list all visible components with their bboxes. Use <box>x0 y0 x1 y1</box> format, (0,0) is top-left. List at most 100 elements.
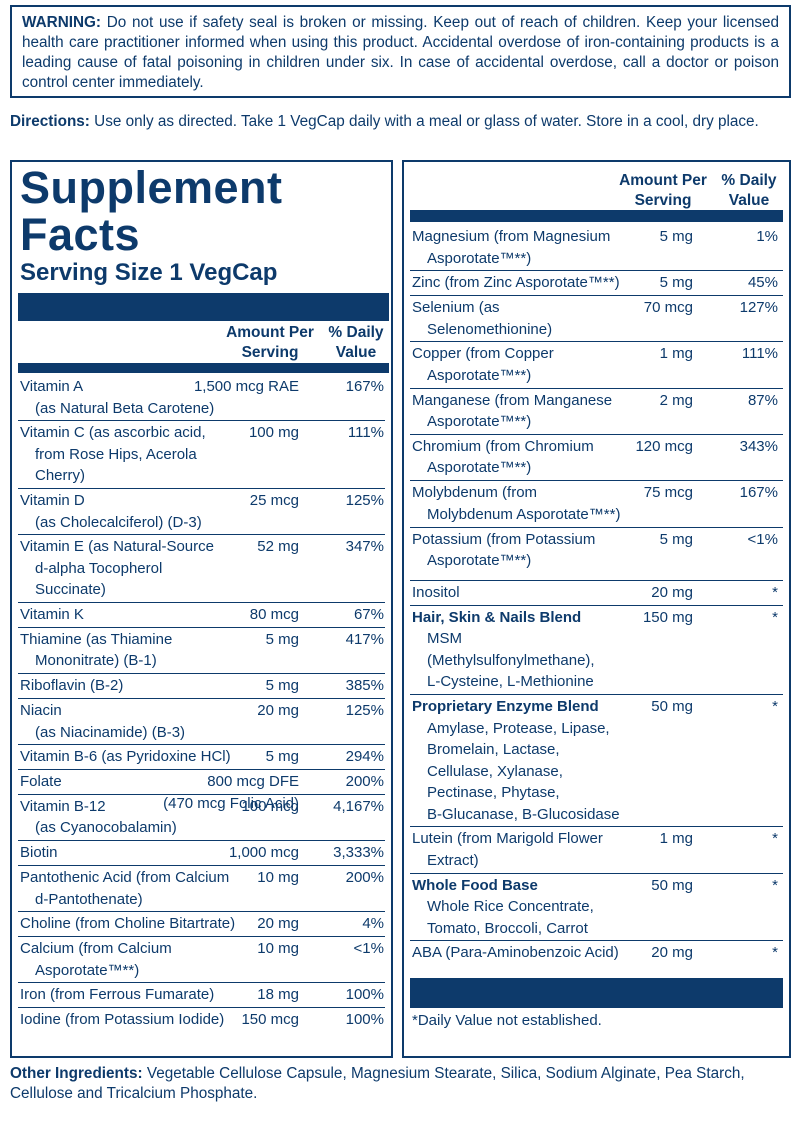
daily-value: 111% <box>741 345 778 363</box>
daily-value: 111% <box>347 424 384 442</box>
amount: 20 mg <box>257 915 299 933</box>
blend-components: Amylase, Protease, Lipase, Bromelain, La… <box>427 719 620 823</box>
directions-label: Directions: <box>10 113 90 130</box>
serving-size: Serving Size 1 VegCap <box>20 259 278 286</box>
nutrient-row: Vitamin D (as Cholecalciferol) (D-3) 25 m… <box>18 489 385 536</box>
daily-value: 347% <box>345 538 384 556</box>
nutrient-row: Calcium (from Calcium Asporotate™**) 10 m… <box>18 937 385 984</box>
nutrient-name: Biotin <box>20 844 58 862</box>
nutrient-name: Vitamin K <box>20 606 84 624</box>
amount: 150 mg <box>642 608 693 626</box>
amount: 25 mcg <box>249 492 299 510</box>
nutrient-row: Manganese (from Manganese Asporotate™**)… <box>410 389 783 435</box>
nutrient-row: Potassium (from Potassium Asporotate™**)… <box>410 528 783 573</box>
amount: 20 mg <box>257 702 299 720</box>
directions-text: Use only as directed. Take 1 VegCap dail… <box>94 113 759 130</box>
daily-value: 4,167% <box>333 797 384 815</box>
daily-value: 4% <box>362 915 384 933</box>
daily-value: 385% <box>345 677 384 695</box>
nutrient-name: Folate <box>20 773 62 791</box>
facts-right-panel: Amount Per Serving % Daily Value Magnesi… <box>402 160 791 1058</box>
thick-rule <box>410 210 783 222</box>
amount: 50 mg <box>651 876 693 894</box>
amount: 100 mcg <box>241 797 299 815</box>
nutrient-name: Vitamin E (as Natural-Source d-alpha Toc… <box>20 538 214 599</box>
amount: 10 mg <box>257 940 299 958</box>
daily-value: 167% <box>345 378 384 395</box>
daily-value: * <box>772 584 778 601</box>
mineral-rows: Magnesium (from Magnesium Asporotate™**)… <box>410 225 783 573</box>
left-rows: Vitamin A (as Natural Beta Carotene) 1,50… <box>18 375 385 1032</box>
daily-value: <1% <box>747 530 778 548</box>
warning-box: WARNING: Do not use if safety seal is br… <box>10 5 791 98</box>
nutrient-row: Selenium (as Selenomethionine) 70 mcg 127% <box>410 296 783 343</box>
blend-components: MSM (Methylsulfonylmethane), L-Cysteine,… <box>427 630 595 691</box>
other-ingredients: Other Ingredients: Vegetable Cellulose C… <box>10 1064 790 1104</box>
nutrient-name: Vitamin A (as Natural Beta Carotene) <box>20 378 215 417</box>
amount: 1 mg <box>659 830 693 848</box>
nutrient-row: Inositol 20 mg * <box>410 581 783 606</box>
amount-header: Amount Per Serving <box>619 172 707 209</box>
amount: 20 mg <box>651 944 693 962</box>
nutrient-row: Biotin 1,000 mcg 3,333% <box>18 841 385 867</box>
nutrient-row: Lutein (from Marigold Flower Extract) 1 m… <box>410 827 783 874</box>
nutrient-name: Manganese (from Manganese Asporotate™**) <box>412 391 613 431</box>
amount: 1,000 mcg <box>228 844 299 862</box>
footnote: *Daily Value not established. <box>412 1012 602 1029</box>
nutrient-row: Thiamine (as Thiamine Mononitrate) (B-1)… <box>18 628 385 675</box>
amount: 80 mcg <box>249 606 299 624</box>
amount-header: Amount Per Serving <box>226 324 314 361</box>
daily-value: 200% <box>345 869 384 887</box>
other-ingredients-label: Other Ingredients: <box>10 1065 143 1082</box>
nutrient-row: Niacin (as Niacinamide) (B-3) 20 mg 125% <box>18 699 385 746</box>
warning: WARNING: Do not use if safety seal is br… <box>22 13 779 93</box>
warning-label: WARNING: <box>22 14 102 31</box>
nutrient-name: Lutein (from Marigold Flower Extract) <box>412 830 603 869</box>
nutrient-row: Iodine (from Potassium Iodide) 150 mcg 100… <box>18 1008 385 1032</box>
daily-value: 294% <box>345 748 384 766</box>
nutrient-row: Vitamin C (as ascorbic acid, from Rose H… <box>18 421 385 490</box>
nutrient-name: Magnesium (from Magnesium Asporotate™**) <box>412 228 611 267</box>
daily-value: * <box>772 608 778 626</box>
dv-header: % Daily Value <box>328 324 384 361</box>
nutrient-name: Vitamin D (as Cholecalciferol) (D-3) <box>20 492 202 531</box>
nutrient-row: Chromium (from Chromium Asporotate™**) 12… <box>410 435 783 482</box>
other-rows: Inositol 20 mg * Hair, Skin & Nails Blend MS… <box>410 580 783 965</box>
daily-value: 100% <box>345 1011 384 1029</box>
facts-left-panel: Supplement Facts Serving Size 1 VegCap A… <box>10 160 393 1058</box>
nutrient-row: Iron (from Ferrous Fumarate) 18 mg 100% <box>18 983 385 1009</box>
nutrient-name: Copper (from Copper Asporotate™**) <box>412 345 554 384</box>
daily-value: * <box>772 944 778 962</box>
nutrient-name: Thiamine (as Thiamine Mononitrate) (B-1) <box>20 630 173 670</box>
nutrient-name: Proprietary Enzyme Blend <box>412 698 599 716</box>
amount: 20 mg <box>651 584 693 601</box>
amount: 50 mg <box>651 698 693 716</box>
nutrient-row: Hair, Skin & Nails Blend MSM (Methylsulfo… <box>410 606 783 696</box>
amount: 5 mg <box>659 228 693 245</box>
nutrient-name: Inositol <box>412 584 460 601</box>
daily-value: <1% <box>353 940 384 958</box>
nutrient-name: Iodine (from Potassium Iodide) <box>20 1011 225 1029</box>
directions: Directions: Use only as directed. Take 1… <box>10 112 790 132</box>
amount: 2 mg <box>659 391 693 409</box>
daily-value: 417% <box>345 630 384 648</box>
nutrient-name: Vitamin B-6 (as Pyridoxine HCl) <box>20 748 231 766</box>
daily-value: 125% <box>345 492 384 510</box>
daily-value: * <box>772 698 778 716</box>
amount: 150 mcg <box>241 1011 299 1029</box>
amount: 800 mcg DFE (470 mcg Folic Acid) <box>163 773 299 812</box>
amount: 1,500 mcg RAE <box>193 378 299 395</box>
nutrient-row: Pantothenic Acid (from Calcium d-Pantoth… <box>18 866 385 913</box>
thick-rule <box>18 363 389 373</box>
nutrient-row: Vitamin B-12 (as Cyanocobalamin) 100 mcg 4… <box>18 795 385 842</box>
warning-text: Do not use if safety seal is broken or m… <box>22 14 779 91</box>
amount: 120 mcg <box>635 437 693 455</box>
blend-components: Whole Rice Concentrate, Tomato, Broccoli… <box>427 898 594 937</box>
amount: 5 mg <box>265 748 299 766</box>
daily-value: 125% <box>345 702 384 720</box>
nutrient-row: Zinc (from Zinc Asporotate™**) 5 mg 45% <box>410 271 783 297</box>
daily-value: 45% <box>747 274 778 292</box>
nutrient-name: Pantothenic Acid (from Calcium d-Pantoth… <box>20 869 230 908</box>
daily-value: 3,333% <box>333 844 384 862</box>
